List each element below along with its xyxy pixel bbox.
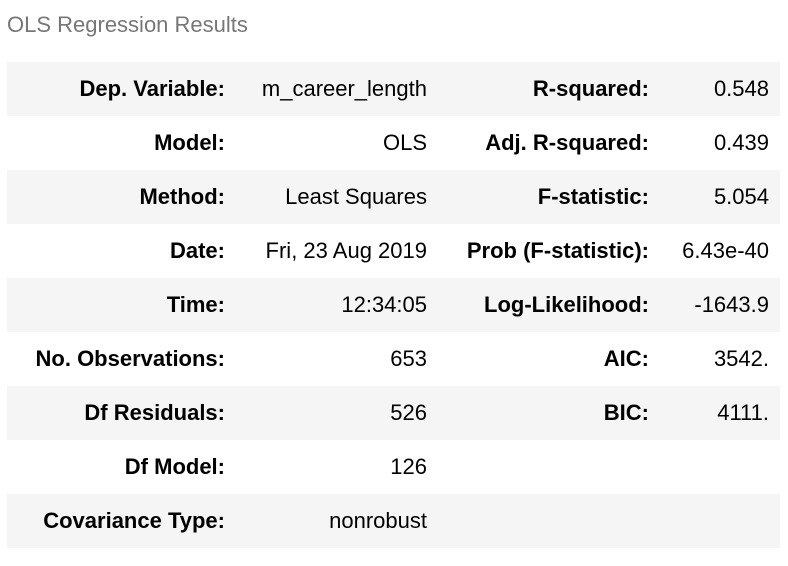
right-stat-value: 4111. [717,400,769,425]
right-stat-value: 6.43e-40 [682,238,769,263]
table-row: Date: Fri, 23 Aug 2019 Prob (F-statistic… [7,224,780,278]
table-row: Dep. Variable: m_career_length R-squared… [7,62,780,116]
left-stat-value: 12:34:05 [341,292,427,317]
left-stat-label: Df Model: [124,454,225,479]
left-stat-label: Df Residuals: [84,400,225,425]
regression-results-table: Dep. Variable: m_career_length R-squared… [7,62,780,548]
table-row: Method: Least Squares F-statistic: 5.054 [7,170,780,224]
table-row: No. Observations: 653 AIC: 3542. [7,332,780,386]
right-stat-label: F-statistic: [537,184,649,209]
right-stat-label: BIC: [603,400,649,425]
table-row: Model: OLS Adj. R-squared: 0.439 [7,116,780,170]
left-stat-value: 126 [390,454,427,479]
left-stat-label: Time: [166,292,225,317]
right-stat-value: 5.054 [713,184,769,209]
left-stat-value: 653 [390,346,427,371]
left-stat-label: Covariance Type: [43,508,225,533]
table-row: Time: 12:34:05 Log-Likelihood: -1643.9 [7,278,780,332]
table-caption: OLS Regression Results [7,12,248,37]
right-stat-value: -1643.9 [694,292,769,317]
left-stat-label: Method: [139,184,225,209]
left-stat-label: Dep. Variable: [79,76,225,101]
left-stat-value: 526 [390,400,427,425]
right-stat-value: 3542. [713,346,769,371]
right-stat-value: 0.548 [713,76,769,101]
right-stat-value: 0.439 [713,130,769,155]
table-row: Covariance Type: nonrobust [7,494,780,548]
right-stat-label: R-squared: [532,76,649,101]
right-stat-label: Adj. R-squared: [485,130,649,155]
left-stat-value: OLS [382,130,427,155]
left-stat-label: Model: [154,130,225,155]
left-stat-value: Least Squares [285,184,427,209]
left-stat-label: No. Observations: [35,346,225,371]
left-stat-value: m_career_length [261,76,427,101]
right-stat-label: Log-Likelihood: [484,292,649,317]
table-row: Df Residuals: 526 BIC: 4111. [7,386,780,440]
left-stat-label: Date: [169,238,225,263]
right-stat-label: Prob (F-statistic): [466,238,649,263]
table-row: Df Model: 126 [7,440,780,494]
left-stat-value: Fri, 23 Aug 2019 [265,238,427,263]
right-stat-label: AIC: [603,346,649,371]
left-stat-value: nonrobust [329,508,427,533]
